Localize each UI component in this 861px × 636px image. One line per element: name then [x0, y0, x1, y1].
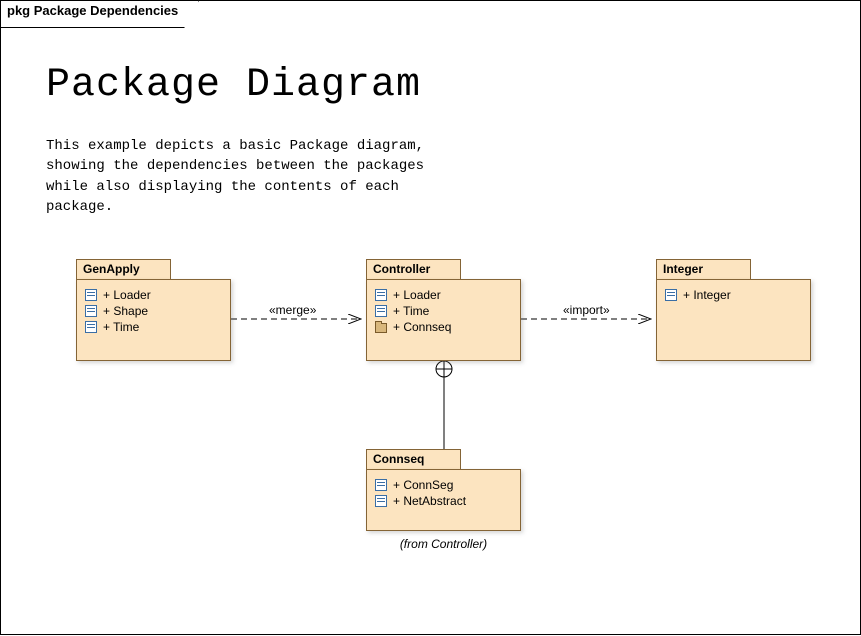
class-icon [375, 289, 387, 301]
folder-icon [375, 323, 387, 333]
list-item: + Time [375, 304, 512, 318]
list-item: + Loader [85, 288, 222, 302]
class-icon [85, 321, 97, 333]
class-icon [375, 479, 387, 491]
list-item: + Connseq [375, 320, 512, 334]
frame-tab-label: pkg Package Dependencies [0, 0, 199, 28]
item-label: + ConnSeg [393, 478, 453, 492]
item-label: + NetAbstract [393, 494, 466, 508]
package-integer-tab: Integer [656, 259, 751, 279]
list-item: + Shape [85, 304, 222, 318]
page-title: Package Diagram [46, 63, 421, 108]
item-label: + Integer [683, 288, 731, 302]
item-label: + Loader [393, 288, 441, 302]
class-icon [375, 305, 387, 317]
item-label: + Time [103, 320, 139, 334]
page-description: This example depicts a basic Package dia… [46, 136, 466, 217]
package-connseq-body: + ConnSeg + NetAbstract [366, 469, 521, 531]
list-item: + NetAbstract [375, 494, 512, 508]
nesting-anchor-circle [436, 361, 452, 377]
package-connseq-from-label: (from Controller) [366, 537, 521, 551]
package-integer-body: + Integer [656, 279, 811, 361]
item-label: + Loader [103, 288, 151, 302]
list-item: + Integer [665, 288, 802, 302]
package-connseq-tab: Connseq [366, 449, 461, 469]
package-controller-body: + Loader + Time + Connseq [366, 279, 521, 361]
list-item: + Loader [375, 288, 512, 302]
class-icon [85, 305, 97, 317]
list-item: + ConnSeg [375, 478, 512, 492]
diagram-frame: pkg Package Dependencies Package Diagram… [0, 0, 861, 635]
edge-import-label: «import» [563, 303, 610, 317]
class-icon [85, 289, 97, 301]
class-icon [665, 289, 677, 301]
edge-merge-label: «merge» [269, 303, 316, 317]
item-label: + Time [393, 304, 429, 318]
class-icon [375, 495, 387, 507]
package-genapply-body: + Loader + Shape + Time [76, 279, 231, 361]
package-genapply-tab: GenApply [76, 259, 171, 279]
list-item: + Time [85, 320, 222, 334]
item-label: + Shape [103, 304, 148, 318]
package-controller-tab: Controller [366, 259, 461, 279]
item-label: + Connseq [393, 320, 451, 334]
